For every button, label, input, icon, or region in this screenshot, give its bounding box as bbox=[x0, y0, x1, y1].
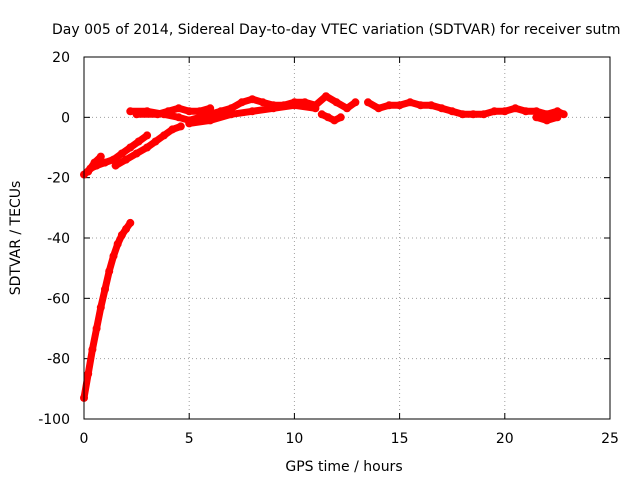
data-point bbox=[174, 113, 183, 122]
data-point bbox=[479, 110, 488, 119]
x-tick-labels: 0 5 10 15 20 25 bbox=[80, 431, 619, 447]
data-point bbox=[153, 110, 162, 119]
data-point bbox=[168, 125, 177, 134]
data-point bbox=[206, 104, 215, 113]
data-point bbox=[126, 107, 135, 116]
data-point bbox=[164, 107, 173, 116]
data-point bbox=[151, 137, 160, 146]
data-point bbox=[532, 113, 541, 122]
data-point bbox=[248, 107, 257, 116]
data-point bbox=[437, 104, 446, 113]
data-point bbox=[92, 324, 101, 333]
data-point bbox=[553, 107, 562, 116]
data-point bbox=[521, 107, 530, 116]
data-point bbox=[343, 104, 351, 113]
y-axis-label: SDTVAR / TECUs bbox=[8, 181, 24, 296]
data-point bbox=[330, 116, 339, 125]
data-point bbox=[427, 101, 436, 110]
data-point bbox=[458, 110, 467, 119]
data-point bbox=[126, 143, 135, 152]
data-point bbox=[90, 158, 99, 167]
data-point bbox=[364, 98, 372, 107]
data-point bbox=[101, 285, 109, 294]
data-point bbox=[448, 107, 457, 116]
data-point bbox=[88, 345, 97, 354]
data-point bbox=[132, 149, 141, 158]
data-point bbox=[143, 131, 152, 140]
x-tick-label: 10 bbox=[285, 431, 303, 447]
x-tick-label: 20 bbox=[496, 431, 514, 447]
data-point bbox=[500, 107, 509, 116]
data-point bbox=[332, 98, 341, 107]
data-point bbox=[117, 231, 126, 239]
x-tick-label: 25 bbox=[601, 431, 619, 447]
data-point bbox=[248, 95, 257, 104]
data-point bbox=[109, 155, 118, 164]
chart-title: Day 005 of 2014, Sidereal Day-to-day VTE… bbox=[52, 22, 621, 38]
data-point bbox=[290, 101, 299, 110]
x-axis-label: GPS time / hours bbox=[285, 459, 402, 475]
data-point bbox=[101, 158, 109, 167]
y-tick-label: -80 bbox=[47, 352, 70, 368]
data-point bbox=[126, 218, 135, 227]
data-point bbox=[185, 119, 194, 128]
data-point bbox=[322, 92, 330, 101]
y-tick-label: -20 bbox=[47, 171, 70, 187]
data-point bbox=[132, 110, 141, 119]
data-point bbox=[109, 252, 118, 261]
data-point bbox=[542, 116, 551, 125]
y-tick-label: 20 bbox=[52, 50, 70, 66]
y-tick-label: -100 bbox=[38, 412, 70, 428]
data-point bbox=[174, 104, 183, 113]
data-point bbox=[84, 369, 93, 378]
data-point bbox=[336, 113, 345, 122]
data-point bbox=[143, 143, 152, 152]
data-point bbox=[511, 104, 520, 113]
plot-area bbox=[80, 92, 568, 402]
x-tick-label: 15 bbox=[391, 431, 409, 447]
data-point bbox=[532, 107, 541, 116]
data-point bbox=[374, 104, 383, 113]
data-point bbox=[105, 267, 114, 276]
data-point bbox=[160, 131, 168, 140]
data-point bbox=[469, 110, 478, 119]
y-tick-label: 0 bbox=[61, 110, 70, 126]
data-point bbox=[96, 152, 105, 161]
data-point bbox=[237, 98, 246, 107]
data-point bbox=[84, 167, 93, 176]
data-point bbox=[111, 161, 120, 170]
data-point bbox=[269, 104, 278, 113]
data-point bbox=[122, 155, 131, 164]
plot-frame bbox=[83, 56, 611, 420]
data-point bbox=[324, 113, 333, 122]
data-point bbox=[559, 110, 568, 119]
data-point bbox=[113, 240, 122, 248]
y-tick-labels: -100 -80 -60 -40 -20 0 20 bbox=[38, 50, 70, 428]
data-point bbox=[134, 137, 143, 146]
data-point bbox=[117, 149, 126, 158]
data-point bbox=[311, 104, 320, 113]
data-point bbox=[406, 98, 415, 107]
data-point bbox=[195, 107, 204, 116]
data-point bbox=[395, 101, 404, 110]
data-point bbox=[385, 101, 394, 110]
data-point bbox=[351, 98, 360, 107]
data-point bbox=[227, 104, 236, 113]
data-point bbox=[416, 101, 425, 110]
x-tick-label: 0 bbox=[80, 431, 89, 447]
data-point bbox=[176, 122, 185, 131]
data-point bbox=[185, 107, 194, 116]
data-point bbox=[96, 303, 105, 312]
data-point bbox=[553, 113, 562, 122]
data-point bbox=[317, 110, 326, 119]
data-point bbox=[206, 116, 215, 125]
data-point bbox=[258, 98, 267, 107]
x-tick-label: 5 bbox=[185, 431, 194, 447]
data-point bbox=[490, 107, 499, 116]
y-tick-label: -40 bbox=[47, 231, 70, 247]
data-point bbox=[122, 224, 131, 233]
data-point bbox=[227, 110, 236, 119]
y-tick-label: -60 bbox=[47, 291, 70, 307]
